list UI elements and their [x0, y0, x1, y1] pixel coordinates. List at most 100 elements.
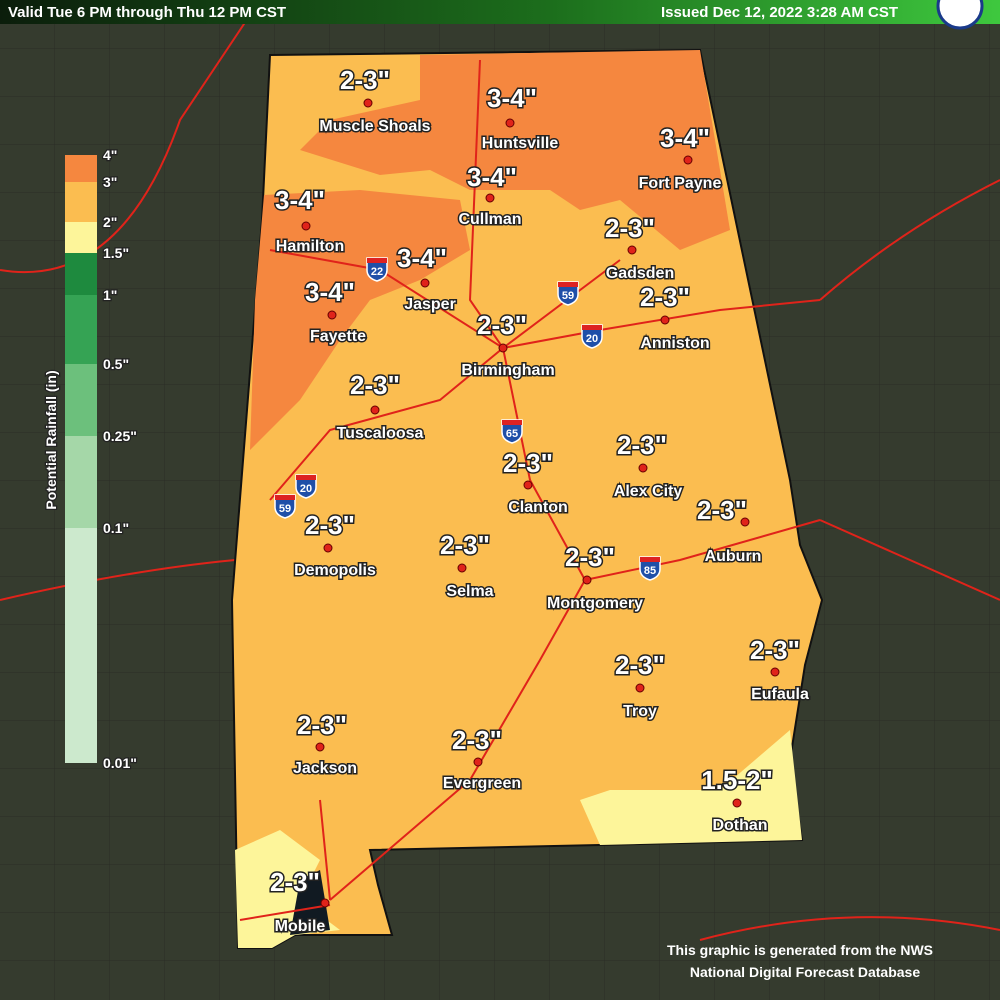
city-name: Birmingham [461, 362, 554, 379]
city-name: Jasper [404, 296, 456, 313]
interstate-shields: 22 59 20 65 20 59 85 [274, 257, 661, 581]
legend-label: 1.5" [103, 245, 129, 261]
city-dot [638, 463, 648, 473]
rainfall-amount: 3-4" [305, 277, 355, 307]
city-name: Hamilton [276, 238, 344, 255]
shield-top [558, 282, 578, 287]
shield-number: 59 [562, 290, 574, 302]
city-name: Demopolis [294, 562, 376, 579]
rainfall-amount: 2-3" [503, 448, 553, 478]
city-name: Anniston [640, 335, 709, 352]
rainfall-amount: 2-3" [640, 282, 690, 312]
city-dot [627, 245, 637, 255]
shield-number: 22 [371, 266, 383, 278]
legend-swatch [65, 253, 97, 295]
city-dot [323, 543, 333, 553]
roads-outside [0, 0, 1000, 941]
rainfall-amount: 1.5-2" [701, 765, 773, 795]
shield-top [275, 495, 295, 500]
city-dot [770, 667, 780, 677]
valid-time: Valid Tue 6 PM through Thu 12 PM CST [8, 4, 286, 21]
shield-number: 65 [506, 428, 518, 440]
legend-title: Potential Rainfall (in) [43, 370, 59, 509]
city-name: Cullman [458, 211, 521, 228]
legend-swatch [65, 182, 97, 222]
city-dot [327, 310, 337, 320]
city-name: Montgomery [547, 595, 643, 612]
shield [366, 257, 388, 282]
footer-line1: This graphic is generated from the NWS [667, 942, 933, 958]
city-dot [523, 480, 533, 490]
shield-number: 20 [300, 483, 312, 495]
rainfall-amount: 2-3" [452, 725, 502, 755]
rainfall-amount: 2-3" [615, 650, 665, 680]
city-dot [582, 575, 592, 585]
city-dot [660, 315, 670, 325]
heavy-rain-west [250, 190, 470, 450]
legend-label: 0.25" [103, 428, 137, 444]
shield-number: 59 [279, 503, 291, 515]
legend-label: 2" [103, 214, 117, 230]
legend-swatch [65, 295, 97, 364]
city-name: Dothan [712, 817, 767, 834]
rainfall-amount: 2-3" [350, 370, 400, 400]
city-name: Jackson [293, 760, 357, 777]
shield [295, 474, 317, 499]
rainfall-amount: 2-3" [565, 542, 615, 572]
rainfall-amount: 2-3" [297, 710, 347, 740]
rainfall-amount: 2-3" [697, 495, 747, 525]
city-name: Auburn [705, 548, 762, 565]
city-dot [315, 742, 325, 752]
city-name: Fort Payne [639, 175, 722, 192]
cities: 2-3" Muscle Shoals 3-4" Huntsville 3-4" Fort … [269, 64, 811, 937]
city-dot [732, 798, 742, 808]
shield-top [640, 557, 660, 562]
city-dot [420, 278, 430, 288]
city-dot [370, 405, 380, 415]
city-name: Alex City [614, 483, 683, 500]
city-name: Fayette [310, 328, 366, 345]
city-dot [740, 517, 750, 527]
legend-swatch [65, 528, 97, 763]
legend-label: 0.01" [103, 755, 137, 771]
city-dot [683, 155, 693, 165]
city-name: Troy [623, 703, 657, 720]
issued-time: Issued Dec 12, 2022 3:28 AM CST [661, 4, 898, 21]
legend-swatch [65, 222, 97, 253]
city-name: Tuscaloosa [337, 425, 424, 442]
city-name: Huntsville [482, 135, 559, 152]
city-dot [363, 98, 373, 108]
legend-swatch [65, 364, 97, 436]
legend-label: 0.1" [103, 520, 129, 536]
city-dot [485, 193, 495, 203]
shield-top [367, 258, 387, 263]
rainfall-amount: 2-3" [605, 213, 655, 243]
shield [274, 494, 296, 519]
city-name: Eufaula [751, 686, 809, 703]
city-dot [473, 757, 483, 767]
shield [581, 324, 603, 349]
nws-logo [936, 0, 984, 30]
rainfall-amount: 2-3" [305, 510, 355, 540]
header-bar [0, 0, 1000, 24]
shield [639, 556, 661, 581]
roads [239, 59, 821, 921]
rainfall-amount: 3-4" [487, 83, 537, 113]
shield [501, 419, 523, 444]
city-dot [320, 898, 330, 908]
shield [557, 281, 579, 306]
city-name: Mobile [275, 918, 326, 935]
legend-label: 3" [103, 174, 117, 190]
rainfall-amount: 2-3" [477, 310, 527, 340]
city-name: Gadsden [606, 265, 674, 282]
rainfall-amount: 3-4" [275, 185, 325, 215]
rainfall-amount: 2-3" [750, 635, 800, 665]
city-dot [498, 343, 508, 353]
legend-label: 1" [103, 287, 117, 303]
legend-label: 0.5" [103, 356, 129, 372]
legend: 4" 3" 2" 1.5" 1" 0.5" 0.25" 0.1" 0.01" [65, 146, 138, 772]
city-dot [301, 221, 311, 231]
city-name: Clanton [508, 499, 568, 516]
rainfall-amount: 2-3" [440, 530, 490, 560]
